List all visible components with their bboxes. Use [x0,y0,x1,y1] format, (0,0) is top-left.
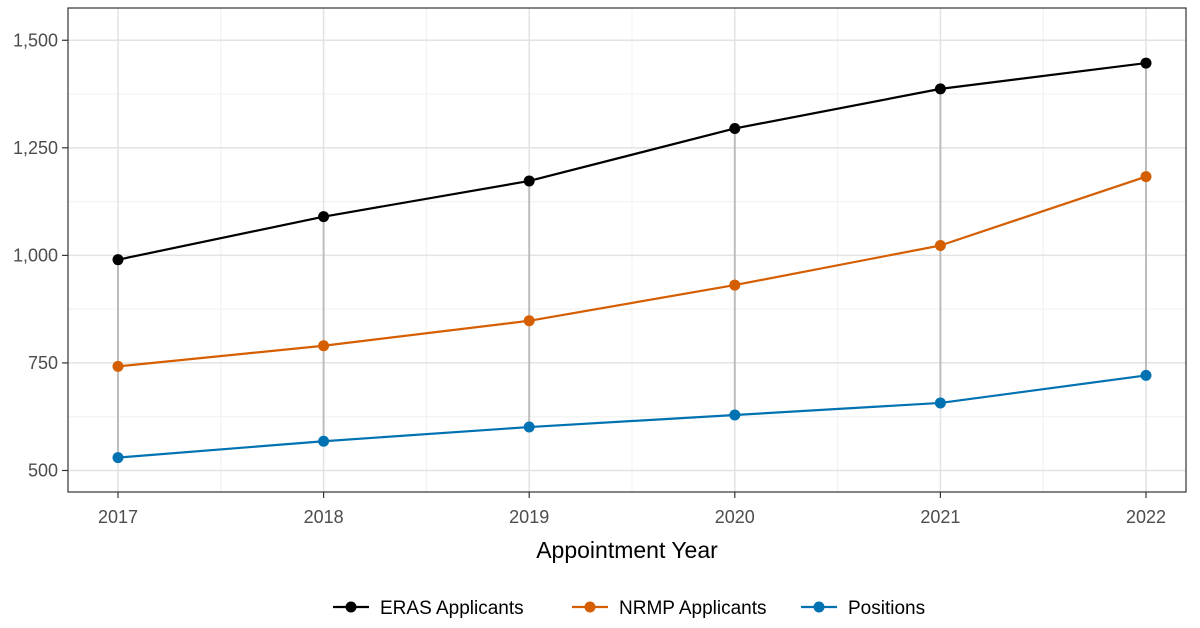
x-axis-title: Appointment Year [536,537,718,563]
legend-key-point [345,601,357,613]
data-point [112,360,124,372]
legend-item-positions: Positions [801,598,925,619]
legend-item-eras-applicants: ERAS Applicants [333,598,524,619]
data-point [1140,171,1152,183]
series-line [117,175,1147,368]
data-point [523,421,535,433]
series-line [117,374,1147,459]
data-point [318,340,330,352]
data-point [934,239,946,251]
data-point [729,279,741,291]
legend-key-point [584,601,596,613]
x-tick-label: 2019 [509,507,549,527]
legend-item-nrmp-applicants: NRMP Applicants [572,598,767,619]
legend-label: NRMP Applicants [619,598,767,619]
data-point [523,315,535,327]
data-point [112,452,124,464]
legend: ERAS Applicants NRMP Applicants Positions [333,598,925,619]
data-point [318,211,330,223]
y-tick-label: 1,000 [13,245,58,265]
y-tick-label: 1,250 [13,138,58,158]
series-line [117,61,1147,261]
data-point [1140,57,1152,69]
data-point [1140,369,1152,381]
legend-label: Positions [848,598,925,619]
legend-key-point [813,601,825,613]
x-tick-label: 2018 [304,507,344,527]
y-tick-label: 1,500 [13,30,58,50]
x-tick-label: 2022 [1126,507,1166,527]
plot-border [67,7,1187,493]
series-nrmp-applicants [112,171,1152,372]
legend-label: ERAS Applicants [380,598,524,619]
data-point [318,435,330,447]
x-tick-label: 2020 [715,507,755,527]
series-eras-applicants [112,57,1152,266]
data-point [729,122,741,134]
y-tick-label: 750 [28,353,58,373]
data-point [934,397,946,409]
series-layer [112,57,1152,464]
data-point [112,254,124,266]
x-tick-label: 2017 [98,507,138,527]
x-tick-label: 2021 [920,507,960,527]
y-tick-label: 500 [28,460,58,480]
axis-layer: 500 750 1,000 1,250 1,500 2017 2018 2019 2020 202… [13,30,1166,527]
grid-layer [68,8,1186,492]
series-positions [112,369,1152,464]
data-point [729,409,741,421]
data-point [934,83,946,95]
data-point [523,175,535,187]
